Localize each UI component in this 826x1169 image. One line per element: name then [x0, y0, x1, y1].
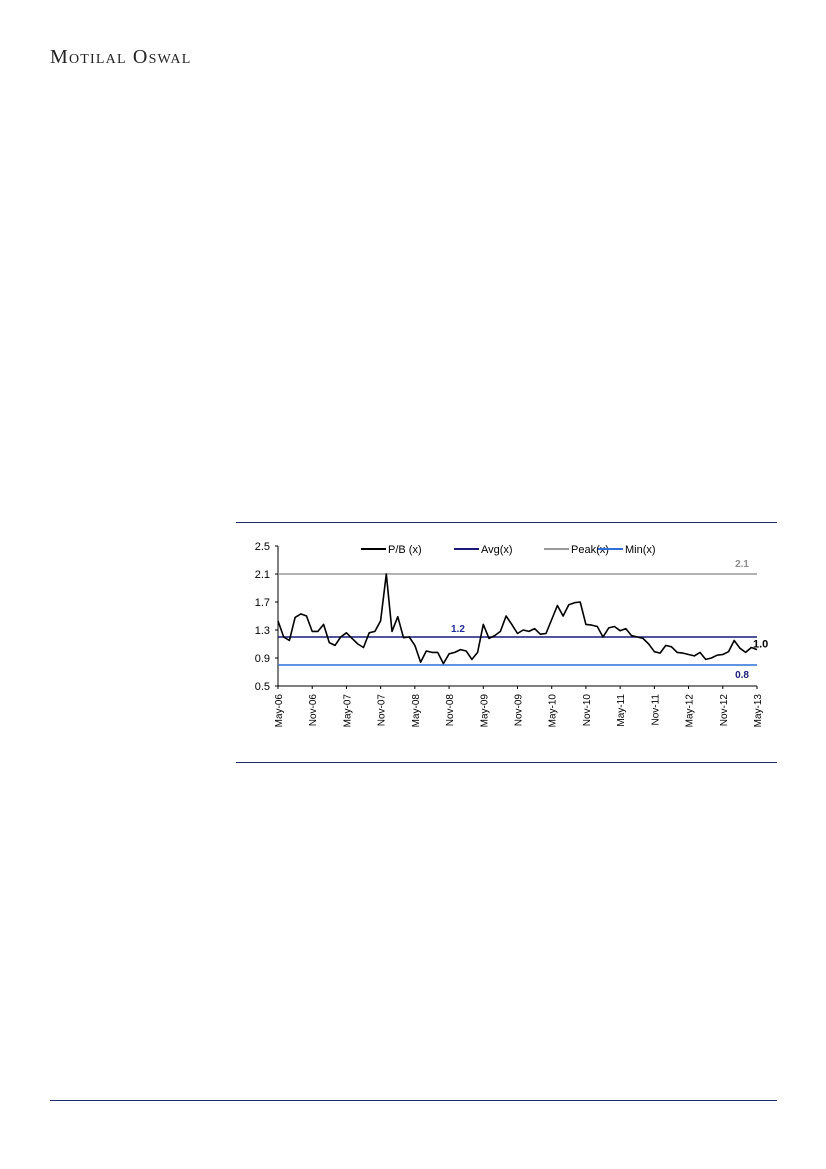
- y-tick-label: 2.5: [255, 541, 270, 553]
- y-tick-label: 1.7: [255, 597, 270, 609]
- legend-label-avg-x: Avg(x): [481, 544, 513, 556]
- x-tick-label: Nov-11: [650, 694, 661, 726]
- peak-x-value-label: 2.1: [735, 559, 749, 570]
- x-tick-label: May-10: [548, 694, 559, 728]
- min-x-value-label: 0.8: [735, 670, 749, 681]
- x-tick-label: May-06: [274, 694, 285, 728]
- legend-label-peak-x: Peak(x): [571, 544, 609, 556]
- footer-rule: [50, 1100, 777, 1101]
- x-tick-label: May-07: [342, 694, 353, 728]
- x-tick-label: May-09: [479, 694, 490, 728]
- chart-legend: P/B (x) Avg(x) Peak(x) Min(x): [361, 544, 656, 556]
- x-tick-label: May-13: [753, 694, 764, 728]
- pb-end-label: 1.0: [753, 639, 768, 651]
- series-lines: [277, 573, 758, 665]
- x-axis: May-06 Nov-06 May-07 Nov-07 May-08 Nov-08 May-…: [274, 685, 764, 728]
- x-tick-label: Nov-09: [514, 694, 525, 727]
- x-tick-label: May-08: [411, 694, 422, 728]
- x-tick-label: Nov-12: [719, 694, 730, 727]
- data-labels: 1.2 2.1 0.8 1.0: [451, 559, 768, 681]
- y-axis: 2.5 2.1 1.7 1.3 0.9 0.5: [255, 541, 279, 693]
- legend-label-min-x: Min(x): [625, 544, 656, 556]
- pb-band-chart: P/B (x) Avg(x) Peak(x) Min(x) 2.5 2.1 1.7 1.3 0…: [255, 541, 769, 728]
- y-tick-label: 1.3: [255, 625, 270, 637]
- y-tick-label: 0.5: [255, 681, 270, 693]
- x-tick-label: Nov-06: [308, 694, 319, 727]
- x-tick-label: Nov-10: [582, 694, 593, 727]
- legend-label-p-b-x: P/B (x): [388, 544, 422, 556]
- brand-logo-text: Motilal Oswal: [50, 46, 192, 68]
- x-tick-label: Nov-08: [445, 694, 456, 727]
- y-tick-label: 2.1: [255, 569, 270, 581]
- reference-lines: [278, 573, 757, 666]
- chart-bottom-rule: [236, 762, 777, 763]
- x-tick-label: Nov-07: [377, 694, 388, 727]
- x-tick-label: May-12: [685, 694, 696, 728]
- x-tick-label: May-11: [616, 694, 627, 727]
- chart-top-rule: [236, 522, 777, 523]
- pb-series-line: [277, 573, 758, 665]
- avg-x-value-label: 1.2: [451, 624, 465, 635]
- y-tick-label: 0.9: [255, 653, 270, 665]
